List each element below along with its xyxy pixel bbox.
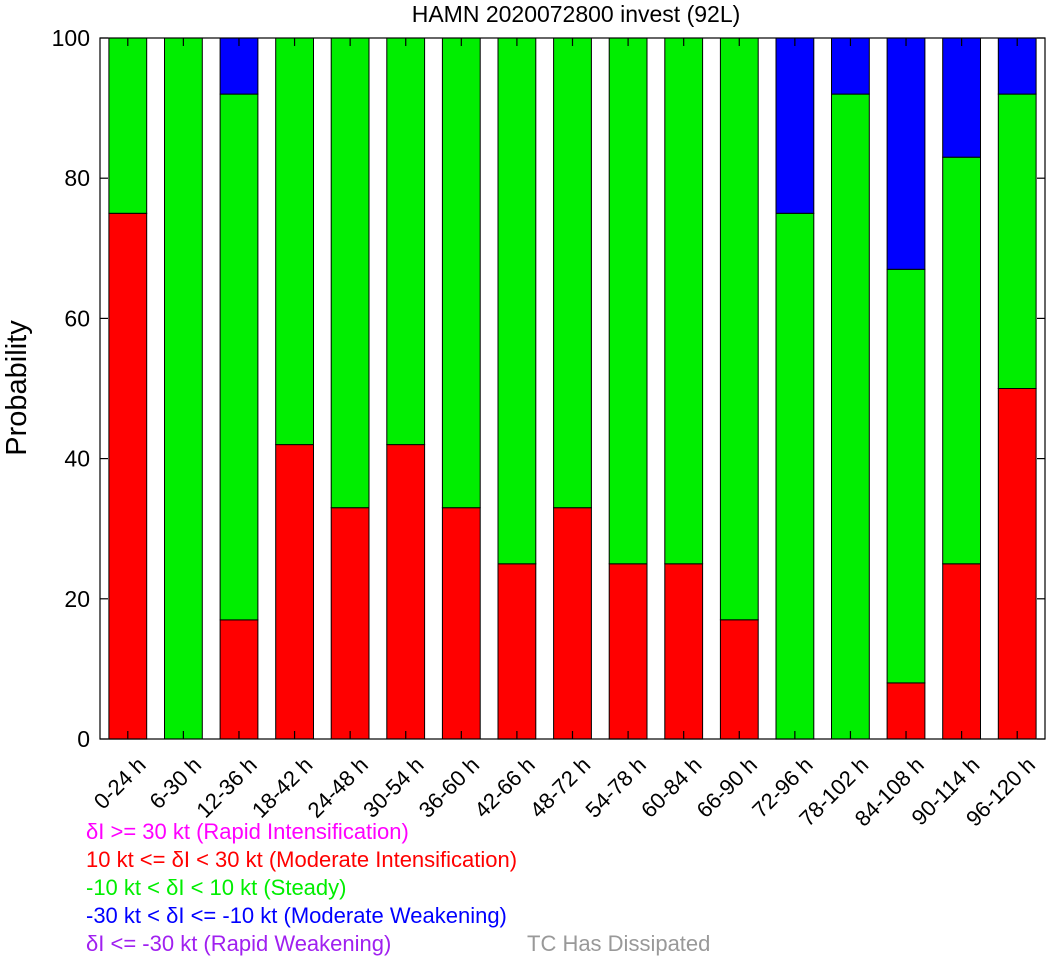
bar-segment-96-120h-s3 [997,37,1037,95]
legend-entry-moderate-intensification: 10 kt <= δI < 30 kt (Moderate Intensific… [86,847,518,872]
y-tick-label: 0 [77,726,90,752]
bar-segment-12-36h-s3 [219,37,259,95]
bar-segment-36-60h-s2 [441,37,481,509]
bar-segment-42-66h-s1 [497,563,537,740]
bar-segment-84-108h-s2 [886,268,926,684]
y-axis-label: Probability [1,320,33,456]
y-tick-label: 60 [64,305,90,331]
x-tick-label: 12-36 h [191,752,261,822]
x-tick-label: 42-66 h [469,752,539,822]
bar-segment-60-84h-s1 [664,563,704,740]
x-tick-label: 60-84 h [636,752,706,822]
y-tick-label: 100 [52,25,90,51]
bar-segment-66-90h-s2 [719,37,759,621]
bar-segment-48-72h-s1 [553,507,592,740]
chart-title: HAMN 2020072800 invest (92L) [412,1,741,27]
x-tick-label: 54-78 h [580,752,650,822]
bar-segment-84-108h-s1 [886,682,926,740]
x-tick-label: 0-24 h [89,752,151,814]
legend-entry-steady: -10 kt < δI < 10 kt (Steady) [86,875,347,900]
y-tick-label: 80 [64,165,90,191]
bar-segment-30-54h-s2 [386,37,426,446]
bar-segment-78-102h-s2 [831,93,870,740]
x-tick-label: 66-90 h [692,752,762,822]
bar-segment-30-54h-s1 [386,444,426,740]
bar-segment-24-48h-s2 [330,37,370,509]
bar-segment-42-66h-s2 [497,37,537,565]
bar-segment-96-120h-s1 [997,388,1037,740]
bar-segment-48-72h-s2 [553,37,592,509]
bar-segment-12-36h-s1 [219,619,259,740]
bar-segment-90-114h-s2 [942,156,982,565]
x-tick-label: 30-54 h [358,752,428,822]
legend-entry-rapid-intensification: δI >= 30 kt (Rapid Intensification) [86,819,409,844]
bar-segment-36-60h-s1 [441,507,481,740]
bar-segment-84-108h-s3 [886,37,926,270]
x-tick-label: 24-48 h [303,752,373,822]
bar-segment-54-78h-s2 [608,37,648,565]
bar-segment-0-24h-s1 [108,212,148,740]
bar-segment-12-36h-s2 [219,93,259,621]
legend-entry-moderate-weakening: -30 kt < δI <= -10 kt (Moderate Weakenin… [86,903,507,928]
bar-segment-60-84h-s2 [664,37,704,565]
bar-segment-96-120h-s2 [997,93,1037,389]
bar-segment-18-42h-s2 [275,37,315,446]
bar-segment-78-102h-s3 [831,37,870,95]
y-tick-label: 20 [64,586,90,612]
bar-segment-90-114h-s1 [942,563,982,740]
x-tick-label: 36-60 h [414,752,484,822]
legend-entry-rapid-weakening: δI <= -30 kt (Rapid Weakening) [86,931,392,956]
x-tick-label: 18-42 h [247,752,317,822]
bar-segment-66-90h-s1 [719,619,759,740]
bar-segment-90-114h-s3 [942,37,982,158]
bar-segment-18-42h-s1 [275,444,315,740]
bar-segment-54-78h-s1 [608,563,648,740]
legend-entry-tc-dissipated: TC Has Dissipated [527,931,711,956]
bars-group [108,37,1037,740]
bar-segment-6-30h-s2 [164,37,203,740]
bar-segment-72-96h-s2 [775,212,815,740]
plot-frame [99,37,1046,740]
y-tick-label: 40 [64,446,90,472]
bar-segment-0-24h-s2 [108,37,148,214]
bar-segment-72-96h-s3 [775,37,815,214]
bar-segment-24-48h-s1 [330,507,370,740]
x-tick-label: 48-72 h [525,752,595,822]
